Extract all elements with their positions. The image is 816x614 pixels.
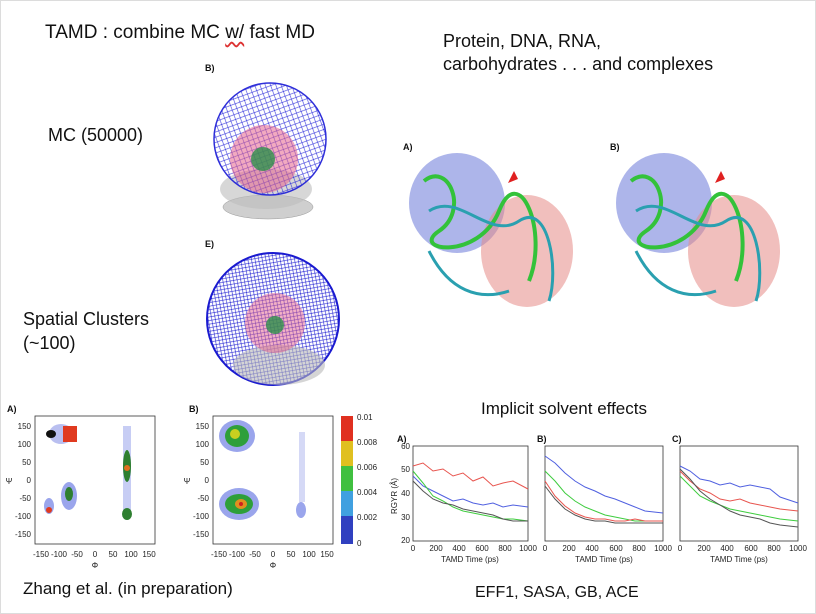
colorbar-tick: 0.008 — [357, 438, 378, 447]
rgyr-a-ytick: 30 — [401, 513, 410, 522]
rama-b-ytick: 150 — [196, 422, 210, 431]
rgyr-panel-label-a: A) — [397, 434, 407, 444]
spatial-clusters-label: Spatial Clusters (~100) — [23, 309, 150, 353]
top-right-text: Protein, DNA, RNA, carbohydrates . . . a… — [443, 31, 714, 74]
sphere-panel-label-e: E) — [205, 239, 214, 249]
rama-panel-label-a: A) — [7, 404, 17, 414]
colorbar-tick: 0.002 — [357, 513, 378, 522]
rama-a-ylabel: Ψ — [6, 477, 13, 486]
rgyr-a-ytick: 50 — [401, 465, 410, 474]
rgyr-a-ytick: 20 — [401, 536, 410, 545]
sphere-image-e — [206, 252, 340, 386]
ramachandran-plot-a: 150 100 50 0 -50 -100 -150 -150 -100 -50… — [6, 415, 156, 570]
ramachandran-plot-b: 0.01 0.008 0.006 0.004 0.002 0 150 100 5… — [184, 413, 378, 570]
rgyr-a-xtick: 600 — [475, 544, 489, 553]
protein-image-b — [616, 153, 780, 307]
sphere-panel-label-b: B) — [205, 63, 215, 73]
title-suffix: fast MD — [244, 22, 315, 43]
rama-b-xlabel: Φ — [270, 561, 276, 570]
rama-b-xtick: -50 — [249, 550, 261, 559]
rama-b-xtick: 0 — [271, 550, 276, 559]
rama-b-ytick: 0 — [205, 476, 210, 485]
rgyr-a-ytick: 60 — [401, 442, 410, 451]
sphere-image-b — [213, 82, 327, 220]
rgyr-c-xtick: 400 — [720, 544, 734, 553]
arrow-icon — [715, 171, 725, 183]
rgyr-plot-b: 0 200 400 600 800 1000 TAMD Time (ps) — [543, 445, 672, 564]
rgyr-c-xtick: 0 — [678, 544, 683, 553]
rama-a-ytick: 100 — [18, 440, 32, 449]
rgyr-b-xtick: 400 — [585, 544, 599, 553]
zhang-citation: Zhang et al. (in preparation) — [23, 579, 233, 598]
colorbar-tick: 0.006 — [357, 463, 378, 472]
rgyr-b-xtick: 1000 — [654, 544, 672, 553]
protein-panel-label-b: B) — [610, 142, 620, 152]
title-wavy-word: w/ — [225, 22, 245, 43]
implicit-solvent-label: Implicit solvent effects — [481, 399, 647, 418]
eff-methods-label: EFF1, SASA, GB, ACE — [475, 584, 639, 601]
rgyr-c-xlabel: TAMD Time (ps) — [710, 555, 768, 564]
rama-a-xtick: 150 — [142, 550, 156, 559]
colorbar-tick: 0.01 — [357, 413, 373, 422]
rama-b-ytick: -100 — [193, 512, 210, 521]
rgyr-panel-label-c: C) — [672, 434, 682, 444]
rgyr-c-xtick: 200 — [697, 544, 711, 553]
rama-b-ytick: -150 — [193, 530, 210, 539]
rama-a-ytick: 0 — [27, 476, 32, 485]
arrow-icon — [508, 171, 518, 183]
rgyr-a-xtick: 200 — [429, 544, 443, 553]
rama-b-xtick: -150 — [211, 550, 228, 559]
rgyr-c-xtick: 800 — [767, 544, 781, 553]
rgyr-b-xtick: 200 — [562, 544, 576, 553]
rama-a-xlabel: Φ — [92, 561, 98, 570]
rama-b-ytick: 100 — [196, 440, 210, 449]
rgyr-b-xtick: 800 — [632, 544, 646, 553]
rama-a-ytick: 50 — [22, 458, 31, 467]
rgyr-a-xlabel: TAMD Time (ps) — [441, 555, 499, 564]
rama-panel-label-b: B) — [189, 404, 199, 414]
rama-a-xtick: 100 — [124, 550, 138, 559]
rama-a-ytick: -100 — [15, 512, 32, 521]
rgyr-b-xlabel: TAMD Time (ps) — [575, 555, 633, 564]
colorbar-tick: 0.004 — [357, 488, 378, 497]
rama-b-xtick: 150 — [320, 550, 334, 559]
colorbar-tick: 0 — [357, 539, 362, 548]
title-prefix: TAMD : combine MC — [45, 22, 226, 43]
rama-b-ytick: 50 — [200, 458, 209, 467]
rama-a-xtick: -150 — [33, 550, 50, 559]
rgyr-plot-a: 60 50 40 30 20 0 200 400 600 800 1000 TA… — [390, 442, 537, 564]
rama-b-xtick: 100 — [302, 550, 316, 559]
rama-a-ytick: -150 — [15, 530, 32, 539]
rgyr-c-xtick: 1000 — [789, 544, 807, 553]
rama-a-ytick: 150 — [18, 422, 32, 431]
rama-a-ytick: -50 — [19, 494, 31, 503]
slide-title: TAMD : combine MC w/ fast MD — [45, 22, 315, 44]
rgyr-c-xtick: 600 — [744, 544, 758, 553]
mc-label: MC (50000) — [48, 125, 144, 145]
rama-a-frame — [34, 415, 156, 545]
rama-a-xtick: -50 — [71, 550, 83, 559]
protein-panel-label-a: A) — [403, 142, 413, 152]
rama-b-frame — [212, 415, 334, 545]
rama-a-xtick: -100 — [51, 550, 68, 559]
rgyr-a-xtick: 1000 — [519, 544, 537, 553]
rgyr-panel-label-b: B) — [537, 434, 547, 444]
protein-image-a — [409, 153, 573, 307]
rgyr-a-xtick: 800 — [498, 544, 512, 553]
rgyr-a-ylabel: RGYR (Å) — [390, 478, 399, 514]
rama-a-xtick: 0 — [93, 550, 98, 559]
rama-b-ytick: -50 — [197, 494, 209, 503]
rama-b-xtick: 50 — [287, 550, 296, 559]
rgyr-plot-c: 0 200 400 600 800 1000 TAMD Time (ps) — [678, 445, 807, 564]
rgyr-a-ytick: 40 — [401, 489, 410, 498]
rgyr-b-xtick: 600 — [609, 544, 623, 553]
rgyr-b-xtick: 0 — [543, 544, 548, 553]
rama-a-xtick: 50 — [109, 550, 118, 559]
rama-b-ylabel: Ψ — [184, 477, 191, 486]
rgyr-a-xtick: 0 — [411, 544, 416, 553]
rama-b-xtick: -100 — [229, 550, 246, 559]
rgyr-a-xtick: 400 — [452, 544, 466, 553]
